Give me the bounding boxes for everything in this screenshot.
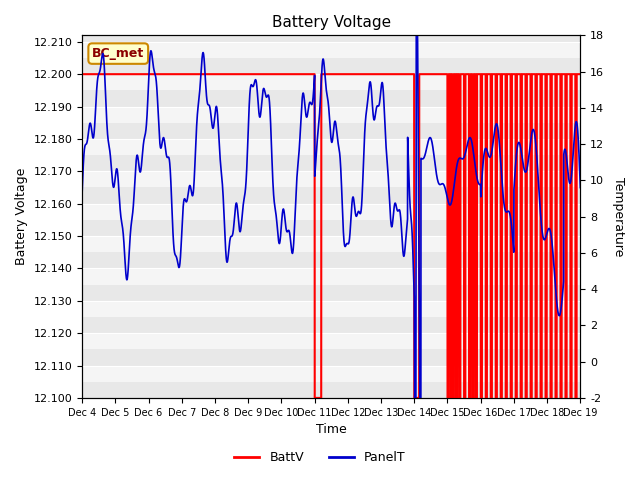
Bar [82, 204, 580, 220]
Bar [82, 366, 580, 382]
Title: Battery Voltage: Battery Voltage [271, 15, 391, 30]
Bar [82, 268, 580, 285]
Bar [82, 139, 580, 155]
Bar [82, 285, 580, 301]
Text: BC_met: BC_met [92, 47, 145, 60]
Bar [82, 107, 580, 123]
Bar [82, 42, 580, 58]
Y-axis label: Temperature: Temperature [612, 177, 625, 256]
Bar [82, 236, 580, 252]
Bar [82, 220, 580, 236]
Bar [82, 74, 580, 90]
Bar [82, 36, 580, 42]
Bar [82, 333, 580, 349]
Bar [82, 58, 580, 74]
Bar [82, 317, 580, 333]
Legend: BattV, PanelT: BattV, PanelT [229, 446, 411, 469]
Bar [82, 349, 580, 366]
Bar [82, 188, 580, 204]
Bar [82, 382, 580, 398]
Y-axis label: Battery Voltage: Battery Voltage [15, 168, 28, 265]
X-axis label: Time: Time [316, 423, 347, 436]
Bar [82, 155, 580, 171]
Bar [82, 301, 580, 317]
Bar [82, 90, 580, 107]
Bar [82, 252, 580, 268]
Bar [82, 171, 580, 188]
Bar [82, 123, 580, 139]
